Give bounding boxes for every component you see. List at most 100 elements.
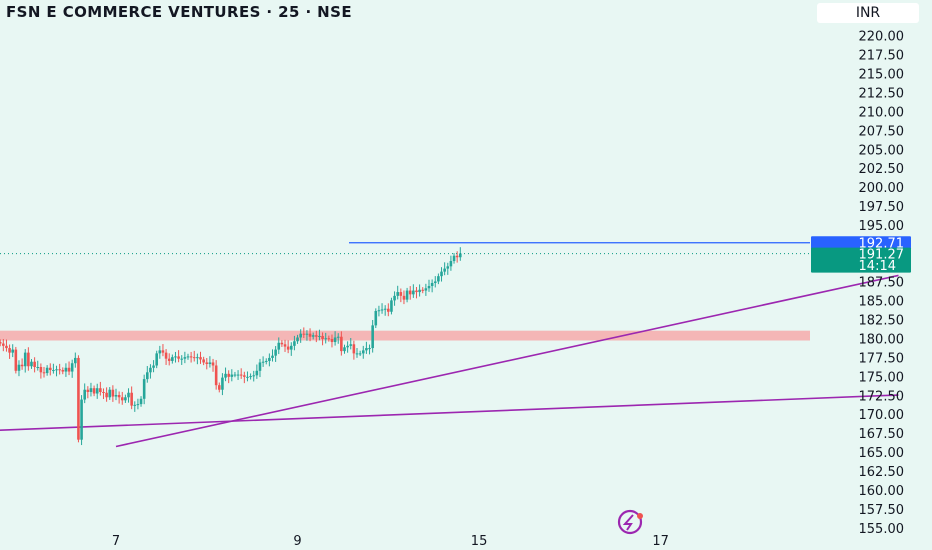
candle xyxy=(368,344,371,355)
candle xyxy=(45,365,49,376)
candle xyxy=(55,365,58,377)
candle xyxy=(30,359,33,369)
y-tick-label: 160.00 xyxy=(859,484,905,499)
candle xyxy=(108,387,112,400)
candle xyxy=(171,354,174,364)
candle xyxy=(418,284,421,297)
candle xyxy=(105,387,108,402)
candle xyxy=(42,366,46,378)
candle xyxy=(258,358,262,378)
candle xyxy=(365,341,368,354)
candle xyxy=(377,305,381,317)
y-tick-label: 210.00 xyxy=(859,105,905,120)
y-tick-label: 167.50 xyxy=(859,427,905,442)
candle xyxy=(17,360,21,377)
candle xyxy=(246,371,249,382)
candle xyxy=(92,385,96,397)
candle xyxy=(114,388,118,401)
chart-title: FSN E COMMERCE VENTURES · 25 · NSE xyxy=(6,3,352,21)
candle xyxy=(205,358,209,370)
candle xyxy=(146,366,149,383)
bar-countdown: 14:14 xyxy=(859,259,896,274)
candle xyxy=(58,363,61,375)
candle xyxy=(383,305,387,316)
candle xyxy=(48,363,52,376)
candle xyxy=(286,340,290,354)
candle xyxy=(333,331,337,346)
y-tick-label: 220.00 xyxy=(859,30,905,45)
y-tick-label: 185.00 xyxy=(859,295,905,310)
candle xyxy=(167,353,171,366)
candle xyxy=(130,386,133,410)
candle xyxy=(189,351,193,363)
candle xyxy=(408,286,412,300)
candle xyxy=(390,297,393,315)
candle xyxy=(343,344,346,354)
candle xyxy=(14,346,18,374)
y-tick-label: 200.00 xyxy=(859,181,905,196)
candle xyxy=(321,332,324,346)
candle xyxy=(5,339,8,352)
candle xyxy=(446,262,450,275)
candle xyxy=(164,349,168,365)
candle xyxy=(211,358,215,372)
candle xyxy=(20,358,24,370)
candle xyxy=(67,361,71,376)
candle xyxy=(433,276,437,288)
candle xyxy=(340,331,343,356)
candle xyxy=(324,332,328,344)
flash-logo-icon xyxy=(617,509,643,535)
candle xyxy=(424,283,428,296)
candle xyxy=(380,303,384,314)
y-tick-label: 182.50 xyxy=(859,314,905,329)
candle xyxy=(239,368,243,379)
candle xyxy=(264,358,268,365)
candle xyxy=(261,356,265,367)
candle xyxy=(327,335,331,342)
x-tick-label: 17 xyxy=(652,534,669,549)
candle xyxy=(33,357,36,373)
x-tick-label: 15 xyxy=(471,534,488,549)
candle xyxy=(27,347,30,371)
currency-selector[interactable]: INR xyxy=(817,3,919,23)
candle xyxy=(180,355,184,365)
level-price-badge: 192.71 xyxy=(811,236,911,251)
candle xyxy=(387,303,390,317)
candle xyxy=(336,333,340,344)
support-zone[interactable] xyxy=(0,330,810,341)
x-tick-label: 9 xyxy=(293,534,301,549)
trendline-1[interactable] xyxy=(115,274,899,448)
candle xyxy=(371,319,374,353)
candle xyxy=(2,339,5,352)
candle xyxy=(271,349,274,362)
candle xyxy=(217,382,221,393)
y-tick-label: 217.50 xyxy=(859,49,905,64)
candle xyxy=(117,391,121,404)
y-tick-label: 172.50 xyxy=(859,389,905,404)
candle xyxy=(399,288,403,303)
candle xyxy=(208,356,212,368)
candle xyxy=(230,369,234,382)
y-tick-label: 175.00 xyxy=(859,370,905,385)
candle xyxy=(311,332,315,340)
candle xyxy=(283,339,287,352)
candle xyxy=(214,360,218,390)
candle xyxy=(289,342,293,356)
candle xyxy=(95,383,99,399)
y-tick-label: 207.50 xyxy=(859,124,905,139)
candle xyxy=(293,335,296,351)
candle xyxy=(111,385,115,402)
candle xyxy=(23,349,27,373)
trendline-2[interactable] xyxy=(0,394,899,432)
candle xyxy=(102,388,105,400)
candle xyxy=(455,251,459,263)
candle xyxy=(139,396,143,407)
candle xyxy=(127,388,130,403)
y-tick-label: 157.50 xyxy=(859,503,905,518)
candle xyxy=(227,370,230,384)
candle xyxy=(80,395,83,446)
candle xyxy=(421,287,425,294)
candle xyxy=(374,308,378,329)
candle xyxy=(149,364,152,379)
